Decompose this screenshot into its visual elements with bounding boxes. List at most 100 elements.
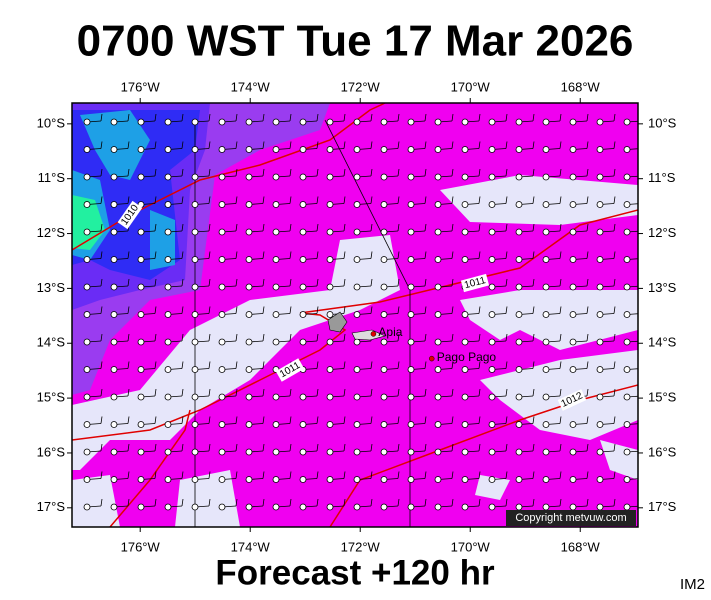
station [542, 146, 550, 153]
barb [289, 306, 292, 314]
station [191, 476, 199, 483]
station [272, 311, 280, 318]
station [245, 503, 253, 511]
barb [100, 443, 103, 452]
barb [613, 498, 616, 507]
barb [208, 388, 211, 397]
barb [478, 168, 481, 177]
barb [641, 362, 642, 369]
barb [478, 251, 481, 259]
barb [154, 196, 157, 204]
station [461, 228, 469, 236]
barb [316, 361, 319, 369]
barb [181, 333, 184, 342]
barb [478, 113, 481, 122]
station [218, 366, 226, 373]
station [461, 173, 469, 181]
station [326, 173, 334, 181]
station [569, 283, 577, 291]
station [83, 146, 91, 153]
station [191, 338, 199, 346]
station [380, 448, 388, 456]
corner-label: IM2 [680, 576, 705, 593]
station [245, 366, 253, 373]
barb [559, 168, 562, 177]
station [542, 421, 550, 428]
station [380, 393, 388, 401]
barb [641, 444, 642, 451]
barb [316, 141, 319, 149]
barb [532, 141, 535, 149]
station [218, 256, 226, 263]
barb [316, 168, 319, 177]
barb [343, 333, 346, 342]
station [461, 476, 469, 483]
station [83, 118, 91, 126]
barb [451, 361, 454, 369]
barb [127, 196, 130, 204]
barb [181, 278, 184, 287]
barb [641, 279, 642, 286]
station [326, 311, 334, 318]
barb [586, 251, 589, 259]
station [623, 173, 631, 181]
barb [289, 278, 292, 287]
station [488, 146, 496, 153]
station [164, 256, 172, 263]
x-tick-label: 172°W [341, 539, 381, 554]
barb [208, 306, 211, 314]
barb [370, 223, 373, 232]
barb [424, 278, 427, 287]
y-tick-label: 10°S [648, 115, 677, 130]
barb [641, 197, 642, 204]
station [218, 338, 226, 346]
station [407, 173, 415, 181]
y-tick-label: 15°S [648, 390, 677, 405]
barb [235, 251, 238, 259]
barb [370, 388, 373, 397]
station [380, 476, 388, 483]
barb [397, 443, 400, 452]
station [353, 503, 361, 511]
barb [262, 361, 265, 369]
station [488, 503, 496, 511]
barb [127, 168, 130, 177]
barb [451, 196, 454, 204]
station [299, 173, 307, 181]
barb [127, 251, 130, 259]
station [83, 201, 91, 208]
station [110, 393, 118, 401]
station [326, 256, 334, 263]
lavender-region [72, 235, 400, 470]
barb [100, 251, 103, 259]
station [299, 201, 307, 208]
station [623, 476, 631, 483]
station [434, 228, 442, 236]
barb [559, 471, 562, 479]
station [137, 173, 145, 181]
barb [316, 278, 319, 287]
barb [262, 223, 265, 232]
barb [559, 141, 562, 149]
station [245, 201, 253, 208]
barb [613, 168, 616, 177]
station [218, 503, 226, 511]
barb [397, 306, 400, 314]
barb [641, 169, 642, 176]
barb [532, 416, 535, 424]
barb [532, 471, 535, 479]
barb [451, 168, 454, 177]
station [83, 228, 91, 236]
station [299, 476, 307, 483]
barb [478, 416, 481, 424]
station [272, 476, 280, 483]
station [434, 393, 442, 401]
station [191, 201, 199, 208]
barb [478, 333, 481, 342]
barb [397, 498, 400, 507]
station [596, 503, 604, 511]
station [542, 256, 550, 263]
station [110, 366, 118, 373]
barb [316, 498, 319, 507]
station [245, 118, 253, 126]
